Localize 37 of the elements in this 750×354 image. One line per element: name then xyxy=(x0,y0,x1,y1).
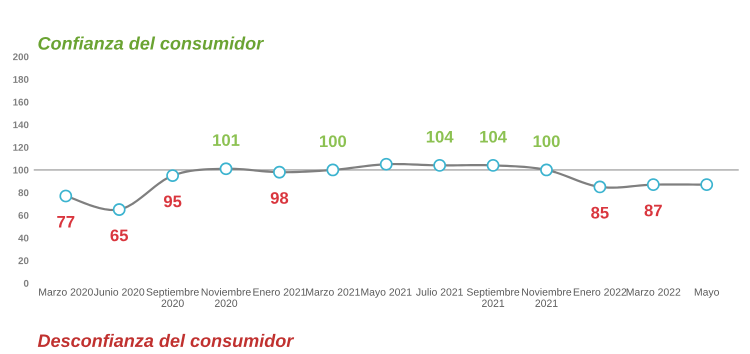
x-tick-label: Marzo 2021 xyxy=(306,288,360,296)
data-label: 98 xyxy=(270,192,288,204)
y-tick-label: 60 xyxy=(18,212,28,219)
chart-title: Confianza del consumidor xyxy=(38,36,264,50)
x-tick-label: Septiembre 2021 xyxy=(466,288,520,307)
x-tick-label: Enero 2022 xyxy=(574,288,626,296)
y-tick-label: 160 xyxy=(13,98,28,106)
y-tick-label: 0 xyxy=(24,280,28,287)
text: Desconfianza del consumidor xyxy=(38,334,294,348)
y-tick-label: 120 xyxy=(13,144,28,151)
y-tick-label: 180 xyxy=(13,76,28,83)
x-tick-label: Mayo 2021 xyxy=(361,288,412,298)
x-tick-label: Marzo 2020 xyxy=(39,288,93,296)
x-tick-label: Julio 2021 xyxy=(416,288,463,296)
x-tick-label: Junio 2020 xyxy=(94,288,144,296)
data-label: 104 xyxy=(480,130,507,143)
y-tick-label: 40 xyxy=(18,234,28,242)
x-tick-label: Septiembre 2020 xyxy=(146,288,199,307)
data-label: 100 xyxy=(320,135,346,148)
data-label: 104 xyxy=(426,130,454,143)
x-tick-label: Enero 2021 xyxy=(253,288,306,296)
y-tick-label: 100 xyxy=(13,166,28,174)
data-label: 95 xyxy=(164,195,182,208)
x-tick-label: Mayo xyxy=(694,288,720,298)
x-tick-label: Noviembre 2020 xyxy=(202,288,251,307)
x-tick-label: Marzo 2022 xyxy=(626,288,680,296)
y-tick-label: 200 xyxy=(13,53,28,60)
data-label: 100 xyxy=(534,135,560,148)
y-tick-label: 20 xyxy=(18,257,28,264)
data-label: 77 xyxy=(57,216,74,228)
data-label: 65 xyxy=(110,229,128,242)
data-label: 101 xyxy=(213,134,240,146)
data-label: 85 xyxy=(591,206,609,219)
y-tick-label: 80 xyxy=(18,189,28,196)
data-label: 87 xyxy=(644,204,662,216)
x-tick-label: Noviembre 2021 xyxy=(522,288,572,307)
y-tick-label: 140 xyxy=(13,121,28,128)
